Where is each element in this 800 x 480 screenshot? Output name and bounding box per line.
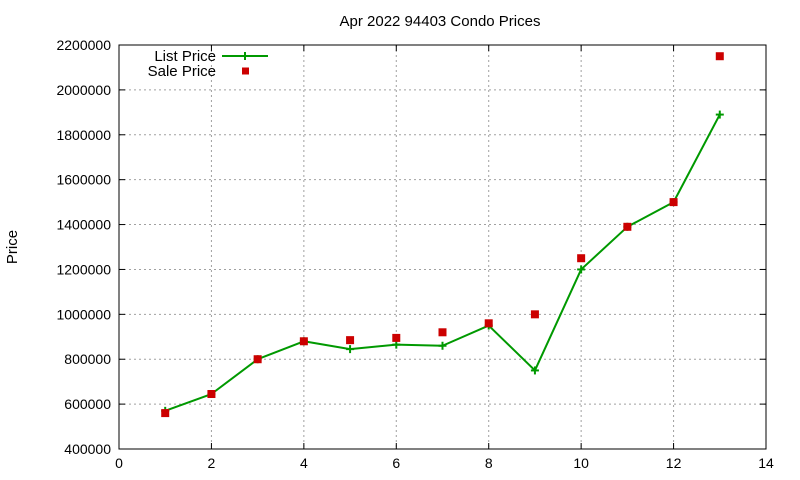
x-tick-label: 0 — [115, 455, 123, 471]
y-tick-label: 2200000 — [56, 37, 111, 53]
data-point-sale-price — [715, 52, 724, 61]
data-point-sale-price — [346, 336, 355, 345]
x-tick-label: 8 — [485, 455, 493, 471]
data-point-sale-price — [253, 355, 262, 364]
chart-title: Apr 2022 94403 Condo Prices — [340, 13, 541, 30]
data-point-sale-price — [299, 337, 308, 346]
y-tick-label: 400000 — [64, 441, 111, 457]
x-tick-label: 14 — [758, 455, 774, 471]
x-tick-label: 2 — [208, 455, 216, 471]
y-tick-label: 1600000 — [56, 172, 111, 188]
data-point-sale-price — [161, 409, 170, 418]
y-tick-label: 600000 — [64, 396, 111, 412]
x-tick-label: 12 — [666, 455, 682, 471]
data-point-list-price — [392, 340, 401, 349]
data-point-list-price — [530, 366, 539, 375]
y-axis-label: Price — [4, 230, 21, 264]
y-tick-label: 1200000 — [56, 261, 111, 277]
legend: List Price Sale Price — [148, 48, 268, 80]
y-tick-label: 1000000 — [56, 306, 111, 322]
data-point-sale-price — [438, 328, 447, 337]
y-tick-label: 800000 — [64, 351, 111, 367]
legend-plus-mark — [241, 52, 249, 60]
y-tick-label: 1800000 — [56, 127, 111, 143]
data-point-sale-price — [207, 390, 216, 399]
x-tick-label: 6 — [392, 455, 400, 471]
y-tick-label: 1400000 — [56, 217, 111, 233]
data-point-list-price — [438, 341, 447, 350]
legend-label-sale-price: Sale Price — [148, 63, 216, 80]
series-layer — [161, 52, 724, 418]
data-point-sale-price — [484, 319, 493, 328]
x-tick-label: 10 — [573, 455, 589, 471]
data-point-sale-price — [530, 310, 539, 319]
data-point-list-price — [715, 110, 724, 119]
data-point-sale-price — [623, 222, 632, 231]
data-point-list-price — [577, 265, 586, 274]
legend-label-list-price: List Price — [154, 48, 216, 65]
y-tick-label: 2000000 — [56, 82, 111, 98]
plot-frame — [118, 44, 767, 450]
data-point-sale-price — [577, 254, 586, 263]
axis-ticks: 400000 600000 800000 1000000 1200000 1400000 1… — [56, 37, 774, 471]
series-sale-price — [161, 52, 724, 418]
data-point-list-price — [346, 345, 355, 354]
legend-marker-list-price — [241, 52, 249, 60]
data-point-sale-price — [392, 333, 401, 342]
series-line-list-price — [164, 114, 721, 412]
series-list-price — [161, 110, 724, 415]
data-point-sale-price — [669, 198, 678, 207]
legend-marker-sale-price — [242, 67, 249, 75]
x-tick-label: 4 — [300, 455, 308, 471]
grid-lines — [119, 45, 766, 449]
